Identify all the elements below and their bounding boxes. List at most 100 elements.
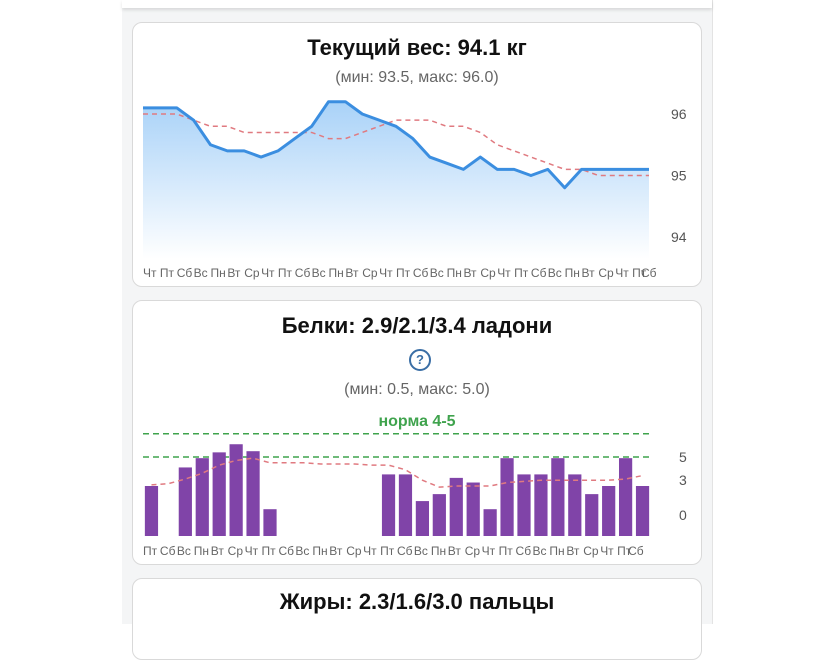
protein-x-tick: Ср	[346, 544, 362, 558]
protein-bar	[585, 494, 599, 536]
protein-x-tick: Пн	[549, 544, 564, 558]
weight-x-tick: Сб	[295, 266, 311, 280]
protein-x-tick: Вт	[211, 544, 225, 558]
protein-x-tick: Сб	[397, 544, 413, 558]
protein-x-tick: Чт	[363, 544, 377, 558]
help-circle-icon[interactable]: ?	[409, 349, 431, 371]
weight-card[interactable]: Текущий вес: 94.1 кг (мин: 93.5, макс: 9…	[132, 22, 702, 287]
protein-x-tick: Сб	[160, 544, 176, 558]
protein-x-tick: Вс	[414, 544, 428, 558]
weight-x-tick: Пн	[329, 266, 344, 280]
protein-x-tick: Пт	[617, 544, 632, 558]
protein-card[interactable]: Белки: 2.9/2.1/3.4 ладони ? (мин: 0.5, м…	[132, 300, 702, 565]
weight-x-tick: Вс	[312, 266, 326, 280]
weight-y-tick: 95	[671, 168, 687, 184]
fats-card-title: Жиры: 2.3/1.6/3.0 пальцы	[279, 589, 555, 614]
protein-x-tick: Пт	[380, 544, 395, 558]
protein-x-tick: Пн	[312, 544, 327, 558]
protein-x-tick: Вт	[566, 544, 580, 558]
weight-x-tick: Ср	[480, 266, 496, 280]
weight-x-tick: Пт	[514, 266, 529, 280]
weight-x-tick: Вс	[194, 266, 208, 280]
protein-bar	[466, 482, 480, 536]
weight-x-tick: Ср	[362, 266, 378, 280]
weight-line	[143, 100, 649, 190]
protein-bar	[178, 467, 192, 536]
protein-bar	[449, 477, 463, 536]
weight-x-tick: Пт	[278, 266, 293, 280]
protein-bar	[551, 458, 565, 536]
protein-x-tick: Вт	[448, 544, 462, 558]
weight-x-tick: Вс	[430, 266, 444, 280]
weight-x-tick: Вт	[582, 266, 596, 280]
protein-bar	[618, 458, 633, 536]
protein-x-tick: Пт	[499, 544, 514, 558]
weight-x-tick: Сб	[177, 266, 193, 280]
protein-bar	[195, 458, 209, 536]
weight-x-tick: Сб	[641, 266, 657, 280]
weight-x-tick: Сб	[531, 266, 547, 280]
fats-card[interactable]: Жиры: 2.3/1.6/3.0 пальцы	[132, 578, 702, 660]
protein-y-tick: 5	[679, 449, 687, 465]
protein-x-tick: Вс	[532, 544, 546, 558]
protein-x-tick: Вт	[329, 544, 343, 558]
weight-x-tick: Ср	[244, 266, 260, 280]
protein-x-tick: Вс	[295, 544, 309, 558]
protein-bar	[246, 451, 260, 536]
protein-x-tick: Пт	[143, 544, 158, 558]
protein-y-tick: 0	[679, 507, 687, 523]
weight-x-tick: Пт	[632, 266, 647, 280]
weight-x-tick: Ср	[598, 266, 614, 280]
weight-x-tick: Чт	[261, 266, 275, 280]
protein-bar	[602, 486, 616, 536]
protein-bar	[144, 486, 159, 536]
weight-x-tick: Пт	[160, 266, 175, 280]
protein-x-tick: Ср	[465, 544, 481, 558]
weight-x-tick: Пн	[447, 266, 462, 280]
weight-x-tick: Чт	[497, 266, 511, 280]
weight-y-tick: 96	[671, 106, 687, 122]
protein-y-tick: 3	[679, 472, 687, 488]
weight-card-title: Текущий вес: 94.1 кг	[307, 35, 527, 60]
protein-x-tick: Пн	[431, 544, 446, 558]
protein-x-tick: Пт	[262, 544, 277, 558]
weight-x-tick: Пн	[210, 266, 225, 280]
weight-x-tick: Вт	[463, 266, 477, 280]
protein-x-tick: Сб	[516, 544, 532, 558]
protein-norm-label: норма 4-5	[378, 413, 456, 430]
protein-bar	[229, 444, 243, 536]
weight-y-tick: 94	[671, 229, 687, 245]
protein-bar	[398, 474, 413, 536]
protein-x-tick: Чт	[600, 544, 614, 558]
protein-trend-line	[151, 457, 643, 488]
protein-x-tick: Ср	[583, 544, 599, 558]
weight-x-tick: Вс	[548, 266, 562, 280]
protein-bar	[432, 494, 446, 536]
top-bar	[122, 0, 712, 8]
weight-x-tick: Пт	[396, 266, 411, 280]
weight-x-tick: Пн	[565, 266, 580, 280]
protein-x-tick: Ср	[228, 544, 244, 558]
protein-card-range: (мин: 0.5, макс: 5.0)	[344, 381, 490, 398]
protein-bar	[381, 474, 396, 536]
protein-bar	[483, 509, 497, 536]
protein-bar	[635, 486, 650, 536]
protein-bar	[517, 474, 531, 536]
weight-area	[143, 101, 649, 259]
weight-x-tick: Вт	[345, 266, 359, 280]
protein-bar	[500, 458, 514, 536]
protein-x-tick: Чт	[245, 544, 259, 558]
protein-bar	[212, 452, 226, 536]
protein-x-tick: Пн	[194, 544, 209, 558]
weight-x-tick: Сб	[413, 266, 429, 280]
weight-x-tick: Чт	[615, 266, 629, 280]
protein-bar	[568, 474, 582, 536]
protein-x-tick: Вс	[177, 544, 191, 558]
weight-x-tick: Чт	[143, 266, 157, 280]
app-column: Текущий вес: 94.1 кг (мин: 93.5, макс: 9…	[122, 0, 713, 660]
protein-x-tick: Сб	[278, 544, 294, 558]
weight-card-range: (мин: 93.5, макс: 96.0)	[335, 69, 499, 86]
weight-x-tick: Вт	[227, 266, 241, 280]
